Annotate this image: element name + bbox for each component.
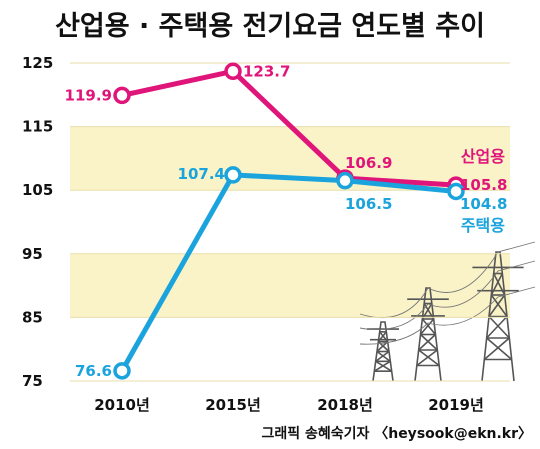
x-tick-label: 2015년 [205, 396, 261, 414]
grid-bands [70, 126, 510, 318]
y-tick-label: 105 [22, 181, 53, 199]
series-line [121, 68, 457, 188]
power-pylons-illustration [359, 241, 536, 382]
x-axis: 2010년 2015년 2018년 2019년 [94, 396, 484, 414]
x-tick-label: 2018년 [317, 396, 373, 414]
data-label: 123.7 [243, 62, 290, 80]
data-label: 106.5 [345, 195, 392, 213]
grid-band [70, 126, 510, 191]
series-name-label: 주택용 [461, 216, 505, 235]
data-label: 119.9 [65, 86, 112, 104]
data-label: 76.6 [75, 362, 112, 380]
y-tick-label: 75 [22, 372, 43, 390]
graphic-credit: 그래픽 송혜숙기자 〈heysook@ekn.kr〉 [261, 425, 532, 442]
data-point [113, 362, 131, 380]
x-tick-label: 2010년 [94, 396, 150, 414]
data-point [447, 182, 465, 201]
data-label: 104.8 [460, 195, 507, 213]
series-layer [113, 62, 465, 380]
chart-title: 산업용 · 주택용 전기요금 연도별 추이 [55, 11, 485, 42]
series-line [119, 172, 457, 373]
data-point [224, 166, 242, 184]
grid-band [70, 253, 510, 318]
series-name-label: 산업용 [461, 147, 505, 166]
data-labels: 119.9 123.7 106.9 105.8 76.6 107.4 106.5 104.8 산… [65, 62, 508, 380]
y-tick-label: 85 [22, 308, 43, 326]
data-point [113, 86, 131, 105]
pylon [367, 321, 399, 382]
data-point [224, 62, 242, 81]
data-label: 105.8 [460, 176, 507, 194]
x-tick-label: 2019년 [428, 396, 484, 414]
y-tick-label: 95 [22, 245, 43, 263]
y-tick-label: 115 [22, 118, 53, 136]
data-point [336, 171, 354, 190]
data-label: 107.4 [178, 165, 225, 183]
y-tick-label: 125 [22, 54, 53, 72]
data-label: 106.9 [345, 154, 392, 172]
